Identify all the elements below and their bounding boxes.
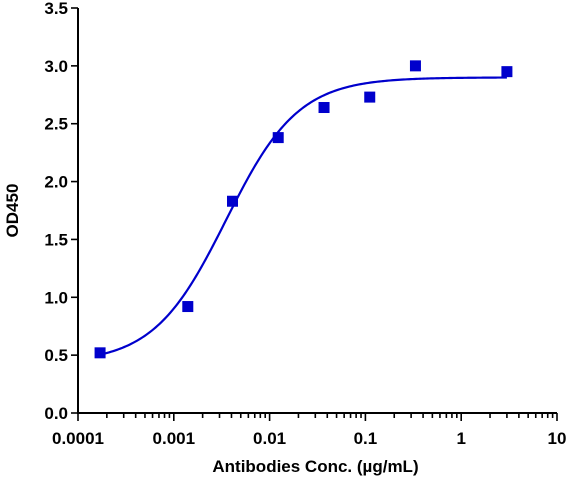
y-tick-label: 3.0 [44, 57, 68, 76]
x-tick-label: 0.0001 [52, 429, 104, 448]
data-point [409, 60, 421, 72]
x-axis-title: Antibodies Conc. (µg/mL) [212, 457, 418, 476]
data-point [94, 347, 106, 359]
x-tick-label: 10 [548, 429, 567, 448]
y-tick-label: 1.5 [44, 230, 68, 249]
y-axis-ticks: 0.0 0.5 1.0 1.5 2.0 2.5 3.0 3.5 [44, 0, 78, 423]
y-axis-title: OD450 [3, 184, 22, 238]
y-tick-label: 2.0 [44, 173, 68, 192]
data-point [364, 91, 376, 103]
y-tick-label: 3.5 [44, 0, 68, 18]
data-point [318, 102, 330, 114]
data-point [227, 195, 239, 207]
x-tick-label: 0.1 [354, 429, 378, 448]
fit-curve-line [99, 76, 507, 356]
y-tick-label: 0.0 [44, 404, 68, 423]
y-tick-label: 0.5 [44, 346, 68, 365]
y-tick-label: 2.5 [44, 115, 68, 134]
data-point [272, 132, 284, 144]
y-tick-label: 1.0 [44, 288, 68, 307]
x-axis-ticks: 0.0001 0.001 0.01 0.1 1 10 [52, 413, 566, 448]
x-tick-label: 1 [456, 429, 465, 448]
x-tick-label: 0.01 [253, 429, 286, 448]
x-tick-label: 0.001 [153, 429, 196, 448]
data-point [182, 301, 194, 313]
data-point [501, 66, 513, 78]
data-points [94, 60, 513, 359]
